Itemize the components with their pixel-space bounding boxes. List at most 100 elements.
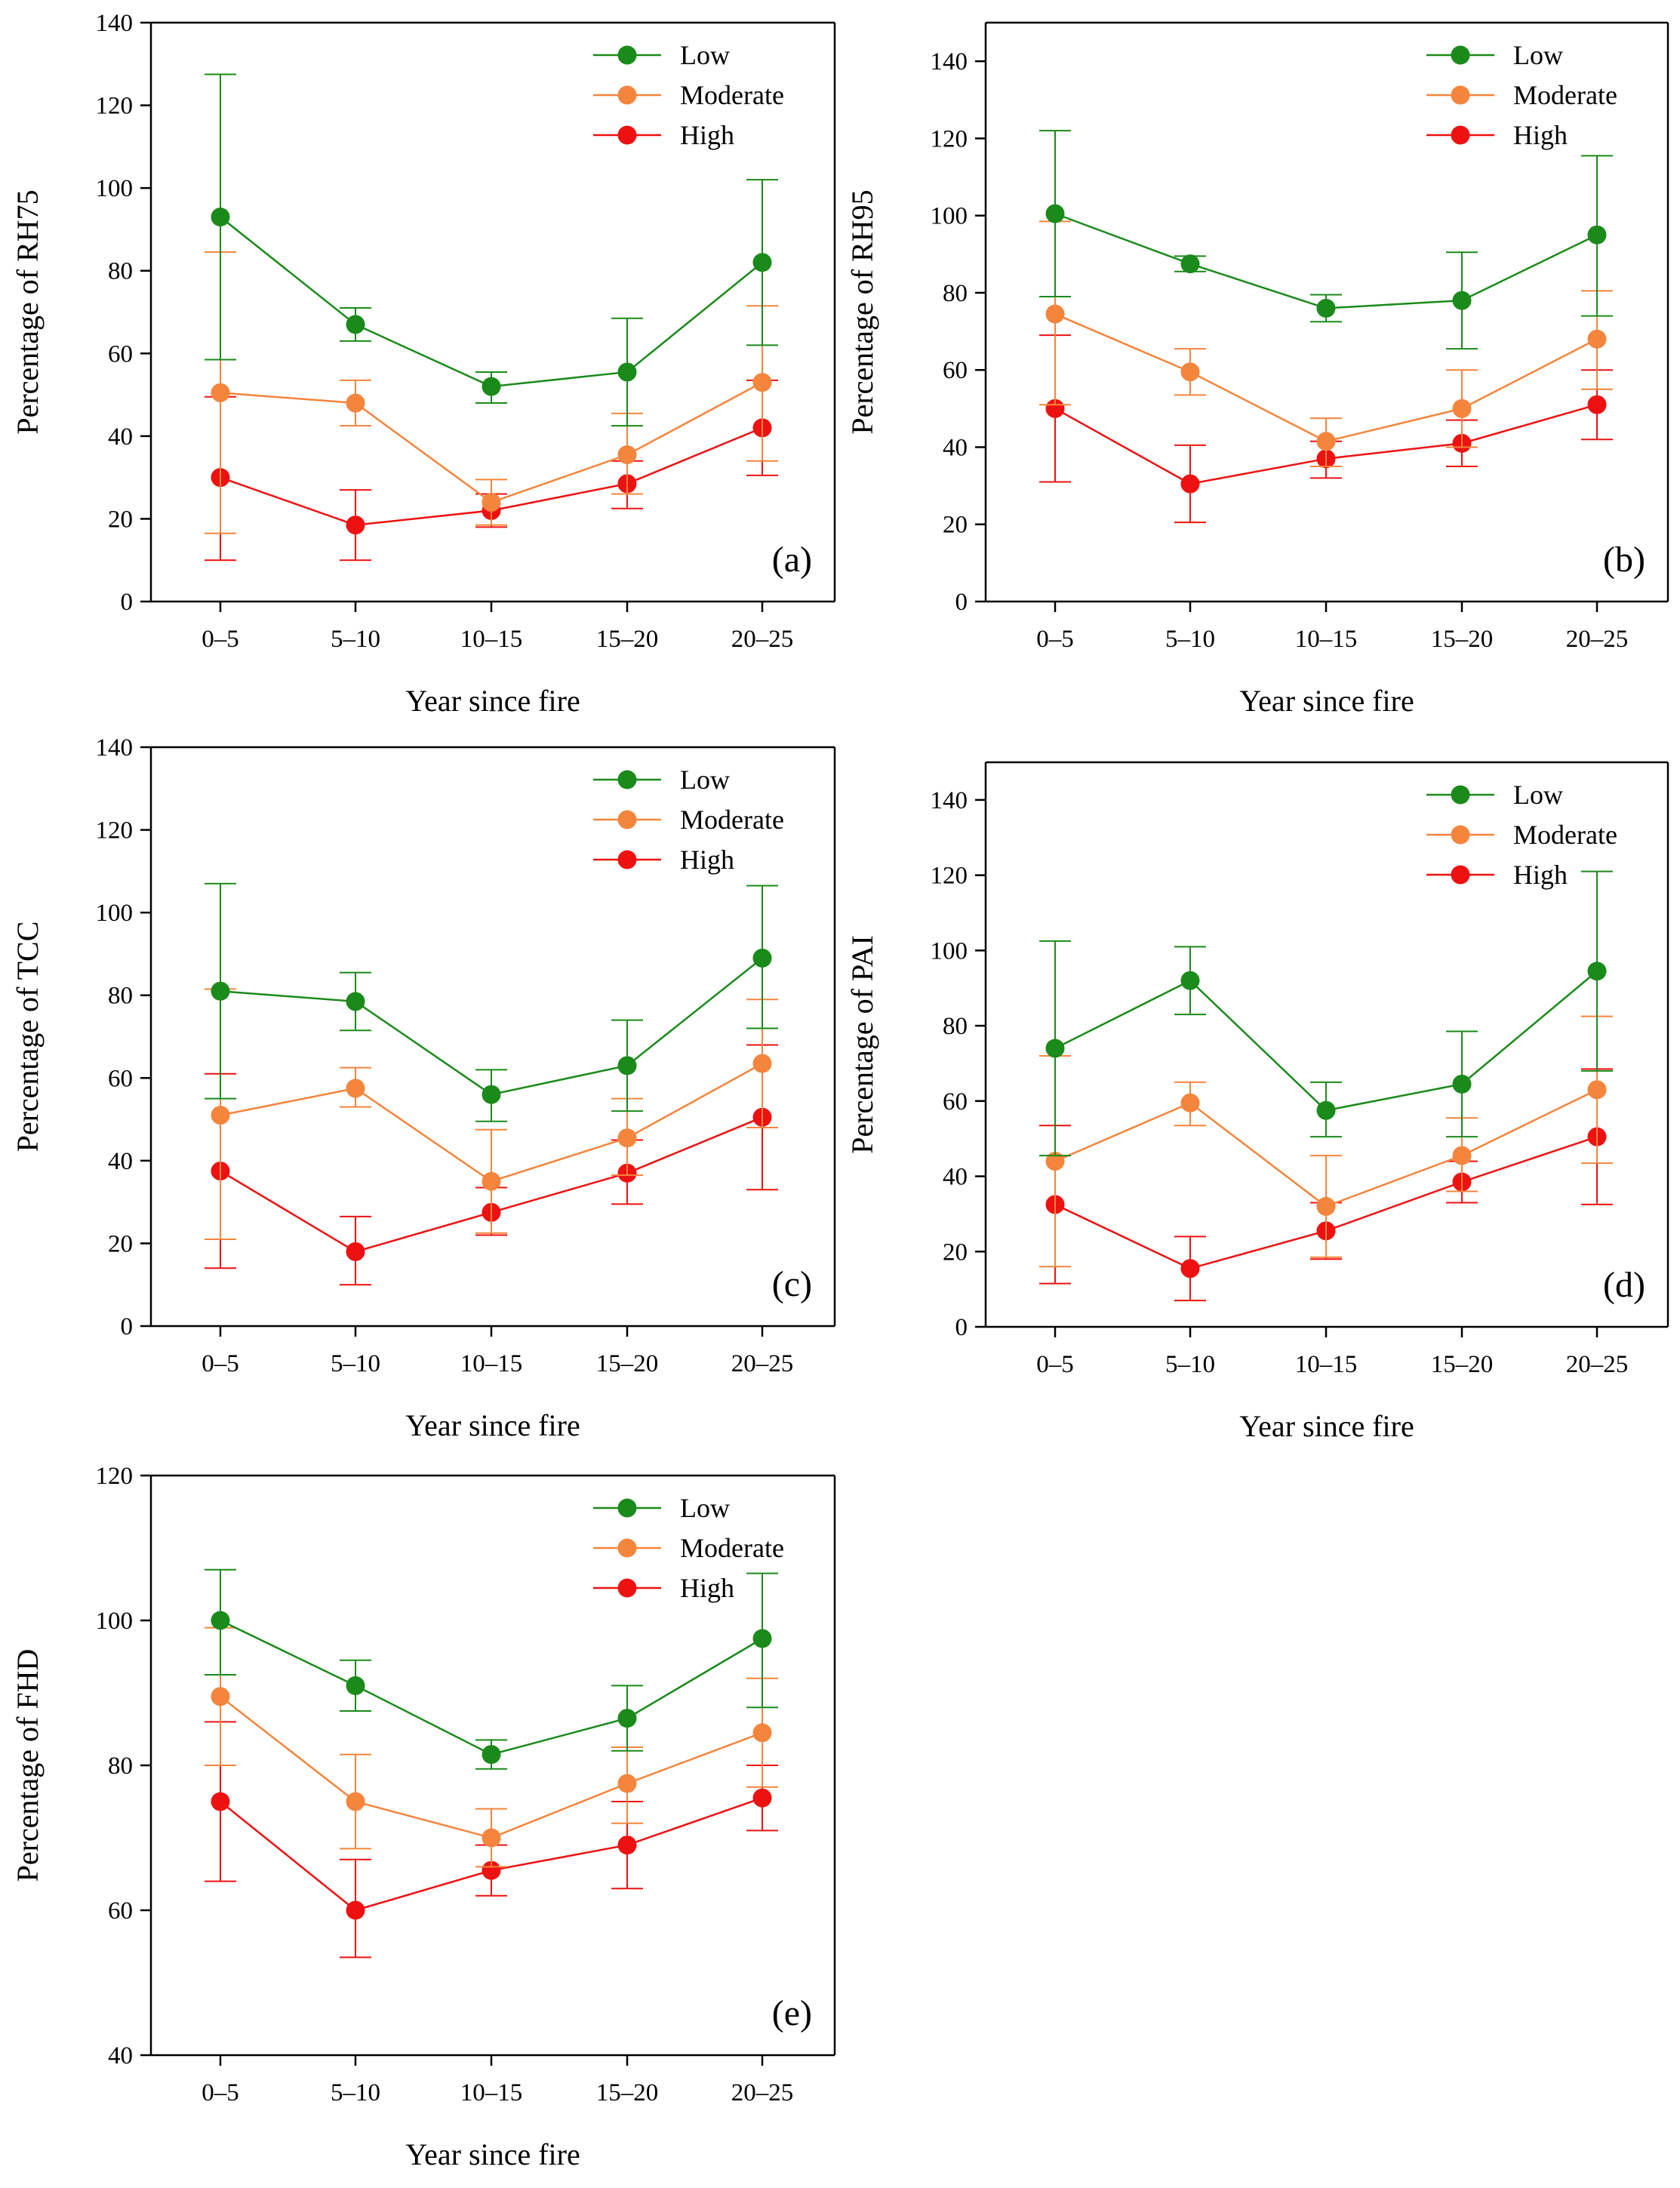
y-tick-label: 140 — [931, 48, 968, 75]
data-point — [346, 1242, 365, 1261]
y-tick-label: 140 — [931, 787, 968, 814]
legend-item-low: Low — [593, 765, 730, 795]
legend-label: Low — [1513, 40, 1563, 70]
x-tick-label: 20–25 — [731, 1350, 794, 1377]
y-tick-label: 40 — [108, 423, 133, 451]
x-tick-label: 20–25 — [1566, 626, 1629, 653]
legend-item-moderate: Moderate — [593, 805, 784, 835]
legend-item-moderate: Moderate — [1426, 80, 1617, 110]
legend-label: Moderate — [1513, 820, 1617, 850]
legend-marker — [1451, 45, 1470, 65]
data-point — [752, 373, 772, 392]
legend-item-moderate: Moderate — [1426, 820, 1617, 850]
data-point — [211, 1792, 230, 1811]
y-tick-label: 100 — [931, 203, 968, 230]
series-line — [220, 216, 763, 388]
legend-item-moderate: Moderate — [593, 80, 784, 110]
panel-label: (a) — [772, 540, 812, 580]
legend-label: High — [680, 845, 734, 875]
x-tick-label: 20–25 — [731, 2079, 794, 2106]
x-tick-label: 5–10 — [331, 2079, 380, 2106]
data-point — [1180, 474, 1200, 494]
y-tick-label: 40 — [108, 2042, 133, 2070]
data-point — [617, 1774, 637, 1793]
y-tick-label: 100 — [96, 1608, 134, 1635]
data-point — [1316, 1100, 1336, 1120]
series-low — [1039, 870, 1613, 1157]
y-tick-label: 40 — [108, 1148, 133, 1175]
data-point — [1045, 1152, 1065, 1171]
series-moderate — [1039, 1015, 1613, 1268]
data-point — [1045, 399, 1065, 418]
panel-label: (d) — [1603, 1265, 1645, 1305]
data-point — [346, 1900, 365, 1920]
panel-label: (e) — [772, 1993, 812, 2033]
series-low — [205, 73, 778, 427]
legend-item-low: Low — [1426, 780, 1563, 810]
y-tick-label: 80 — [108, 1753, 133, 1780]
data-point — [1452, 1074, 1472, 1094]
data-point — [1316, 432, 1336, 451]
legend-marker — [617, 1498, 637, 1518]
data-point — [482, 1745, 501, 1765]
y-tick-label: 100 — [96, 900, 134, 927]
legend-label: High — [1513, 120, 1568, 150]
data-point — [617, 445, 637, 465]
y-tick-label: 140 — [96, 734, 134, 762]
y-tick-label: 0 — [121, 589, 134, 616]
y-axis-label: Percentage of PAI — [845, 935, 879, 1154]
data-point — [1587, 1080, 1607, 1100]
data-point — [1316, 1196, 1336, 1216]
y-axis-label: Percentage of RH75 — [11, 189, 45, 434]
y-tick-label: 20 — [943, 1239, 968, 1266]
data-point — [1180, 362, 1200, 382]
chart-panel-a: 0 20 40 60 80 100 120 140 0–5 5–10 10–15 15–20 20–25… — [11, 10, 836, 718]
series-moderate — [205, 251, 778, 534]
data-point — [752, 253, 772, 272]
legend-marker — [617, 770, 637, 789]
x-tick-label: 5–10 — [331, 626, 380, 653]
data-point — [482, 1171, 501, 1191]
legend-item-moderate: Moderate — [593, 1533, 784, 1563]
legend-marker — [617, 45, 637, 65]
legend-label: High — [680, 1573, 734, 1603]
legend-item-high: High — [1426, 120, 1568, 150]
legend-marker — [1451, 85, 1470, 105]
legend-label: High — [1513, 860, 1568, 890]
data-point — [211, 1611, 230, 1630]
legend-label: Moderate — [680, 1533, 784, 1563]
legend-marker — [1451, 125, 1470, 145]
x-axis-label: Year since fire — [1239, 1409, 1414, 1443]
data-point — [211, 207, 230, 226]
x-tick-label: 20–25 — [731, 626, 794, 653]
x-tick-label: 0–5 — [1036, 1351, 1074, 1378]
y-tick-label: 0 — [955, 1314, 968, 1341]
y-tick-label: 120 — [96, 1463, 134, 1490]
data-point — [482, 1860, 501, 1880]
legend-marker — [1451, 865, 1470, 885]
data-point — [1180, 254, 1200, 274]
y-tick-label: 100 — [96, 175, 134, 202]
legend-label: Low — [680, 40, 730, 70]
x-tick-label: 15–20 — [596, 1350, 659, 1377]
x-axis-label: Year since fire — [405, 2137, 580, 2171]
y-tick-label: 60 — [108, 1065, 133, 1092]
y-tick-label: 120 — [96, 817, 134, 845]
y-axis-label: Percentage of TCC — [11, 922, 45, 1152]
series-low — [1039, 130, 1613, 350]
legend-label: High — [680, 120, 734, 150]
y-tick-label: 60 — [943, 1088, 968, 1116]
x-tick-label: 10–15 — [460, 1350, 523, 1377]
y-tick-label: 100 — [931, 937, 968, 965]
data-point — [617, 362, 637, 382]
chart-panel-c: 0 20 40 60 80 100 120 140 0–5 5–10 10–15 15–20 20–25… — [11, 734, 836, 1442]
y-axis-label: Percentage of RH95 — [845, 189, 879, 434]
y-tick-label: 60 — [108, 340, 133, 368]
legend-marker — [617, 1538, 637, 1558]
data-point — [617, 1709, 637, 1728]
data-point — [346, 1079, 365, 1098]
panel-label: (b) — [1603, 540, 1645, 580]
x-tick-label: 5–10 — [1165, 1351, 1215, 1378]
x-tick-label: 0–5 — [202, 2079, 239, 2106]
y-tick-label: 80 — [108, 258, 133, 285]
